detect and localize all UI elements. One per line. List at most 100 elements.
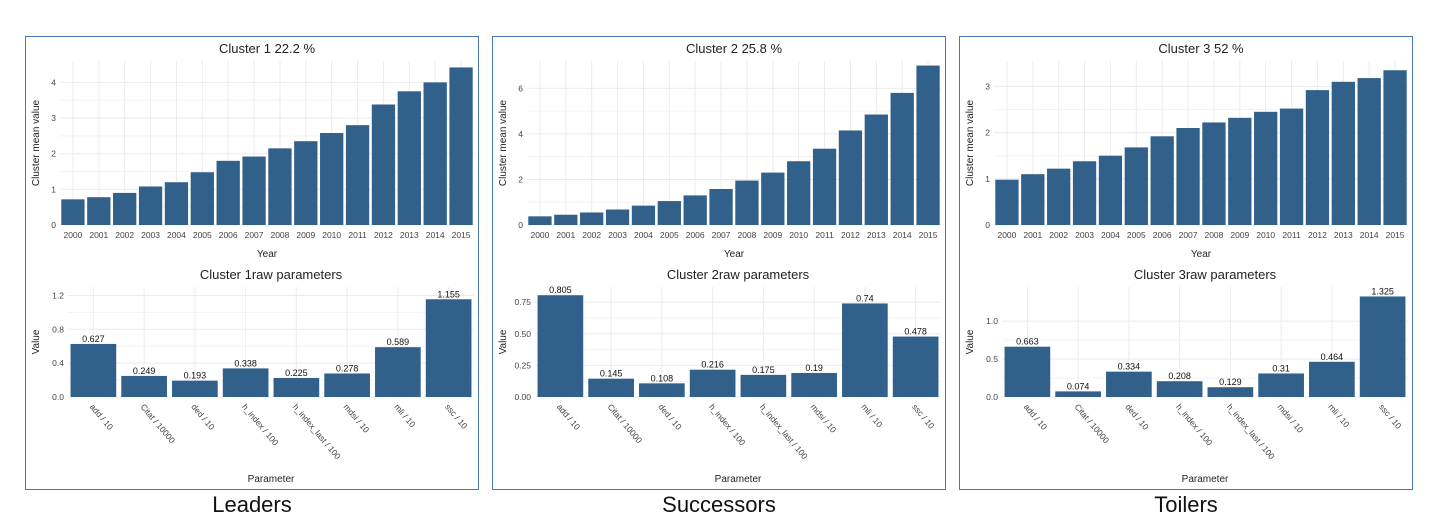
x-tick-label: 2002 bbox=[1049, 230, 1068, 240]
x-tick-label: 2007 bbox=[245, 230, 264, 240]
x-tick-label: mli / 10 bbox=[859, 402, 884, 430]
x-tick-label: 2013 bbox=[1334, 230, 1353, 240]
bar bbox=[1383, 70, 1407, 225]
bar bbox=[242, 156, 266, 225]
raw-parameters-chart: Cluster 1raw parameters 0.0 0.4 0.8 1.2 0.627… bbox=[31, 267, 474, 485]
yearly-mean-chart: Cluster 3 52 % 0 1 2 3 2000 2001 2002 2003 2004 20… bbox=[965, 41, 1408, 260]
x-tick-label: 2002 bbox=[582, 230, 601, 240]
x-tick-label: 2012 bbox=[374, 230, 393, 240]
x-tick-label: 2007 bbox=[1179, 230, 1198, 240]
bar bbox=[324, 373, 370, 397]
bar bbox=[1150, 136, 1174, 225]
y-axis-label: Value bbox=[31, 329, 42, 354]
bar bbox=[294, 141, 318, 225]
x-tick-label: 2009 bbox=[1230, 230, 1249, 240]
data-label: 0.175 bbox=[752, 365, 775, 375]
x-tick-label: 2006 bbox=[1153, 230, 1172, 240]
bar bbox=[890, 92, 914, 225]
data-label: 0.663 bbox=[1016, 337, 1039, 347]
y-tick-label: 1 bbox=[51, 184, 56, 194]
subplot-title: Cluster 1raw parameters bbox=[200, 267, 343, 282]
bar bbox=[735, 180, 759, 225]
raw-parameters-chart: Cluster 3raw parameters 0.0 0.5 1.0 0.663 0.0… bbox=[965, 267, 1408, 485]
x-tick-label: 2015 bbox=[1386, 230, 1405, 240]
yearly-mean-chart: Cluster 1 22.2 % 0 1 2 3 4 2000 2001 2002 2003 200… bbox=[31, 41, 474, 260]
x-tick-label: 2003 bbox=[608, 230, 627, 240]
bar bbox=[1228, 117, 1252, 225]
x-tick-label: ded / 10 bbox=[189, 402, 217, 432]
bar bbox=[1305, 90, 1330, 226]
x-tick-label: 2009 bbox=[763, 230, 782, 240]
bar bbox=[1055, 391, 1101, 397]
y-axis-label: Cluster mean value bbox=[498, 99, 509, 186]
x-tick-label: 2010 bbox=[322, 230, 341, 240]
x-tick-label: 2000 bbox=[997, 230, 1016, 240]
y-tick-label: 3 bbox=[51, 113, 56, 123]
data-label: 1.325 bbox=[1371, 286, 1394, 296]
x-tick-label: h_index_last / 100 bbox=[291, 402, 343, 461]
x-tick-label: 2015 bbox=[919, 230, 938, 240]
x-tick-label: add / 10 bbox=[88, 402, 116, 432]
bar bbox=[1176, 127, 1200, 225]
y-axis-label: Cluster mean value bbox=[965, 99, 976, 186]
bar bbox=[1156, 381, 1203, 397]
x-tick-label: 2010 bbox=[1256, 230, 1275, 240]
cluster-panel-1: Cluster 1 22.2 % 0 1 2 3 4 2000 2001 2002 2003 200… bbox=[25, 36, 479, 490]
bar bbox=[1331, 81, 1355, 225]
y-tick-label: 0 bbox=[985, 220, 990, 230]
x-tick-label: ssc / 10 bbox=[443, 402, 470, 431]
data-label: 0.225 bbox=[285, 368, 308, 378]
x-tick-label: 2004 bbox=[634, 230, 653, 240]
y-tick-label: 0.4 bbox=[52, 358, 64, 368]
bar bbox=[689, 369, 736, 397]
x-tick-label: h_index_last / 100 bbox=[758, 402, 810, 461]
x-tick-label: 2005 bbox=[660, 230, 679, 240]
bar bbox=[588, 378, 634, 397]
x-tick-label: 2006 bbox=[219, 230, 238, 240]
x-tick-label: 2008 bbox=[270, 230, 289, 240]
data-label: 0.334 bbox=[1118, 362, 1141, 372]
x-tick-label: 2012 bbox=[841, 230, 860, 240]
y-tick-label: 0.25 bbox=[514, 360, 531, 370]
y-axis-label: Value bbox=[965, 329, 976, 354]
y-tick-label: 1 bbox=[985, 174, 990, 184]
data-label: 0.129 bbox=[1219, 377, 1242, 387]
x-tick-label: ded / 10 bbox=[656, 402, 684, 432]
cluster-panel-2: Cluster 2 25.8 % 0 2 4 6 2000 2001 2002 2003 2004… bbox=[492, 36, 946, 490]
bar bbox=[528, 216, 552, 225]
x-tick-label: h_index / 100 bbox=[240, 402, 281, 448]
bar bbox=[580, 212, 604, 225]
x-tick-label: 2001 bbox=[89, 230, 108, 240]
bar bbox=[537, 295, 584, 397]
x-tick-label: 2002 bbox=[115, 230, 134, 240]
bar bbox=[320, 133, 344, 225]
x-tick-label: Citat / 10000 bbox=[139, 402, 178, 446]
data-label: 0.208 bbox=[1168, 371, 1191, 381]
x-tick-label: 2004 bbox=[1101, 230, 1120, 240]
x-tick-label: 2003 bbox=[141, 230, 160, 240]
bar bbox=[1258, 373, 1304, 397]
y-tick-label: 2 bbox=[985, 128, 990, 138]
bar bbox=[273, 377, 320, 397]
x-tick-label: mdsi / 10 bbox=[809, 402, 839, 435]
data-label: 0.278 bbox=[336, 363, 359, 373]
y-axis-label: Value bbox=[498, 329, 509, 354]
x-tick-label: 2008 bbox=[737, 230, 756, 240]
bar bbox=[1021, 174, 1045, 225]
raw-parameters-chart: Cluster 2raw parameters 0.00 0.25 0.50 0.75 0… bbox=[498, 267, 941, 485]
x-tick-label: mli / 10 bbox=[1326, 402, 1351, 430]
x-axis-label: Parameter bbox=[248, 474, 295, 485]
y-tick-label: 2 bbox=[518, 174, 523, 184]
bar bbox=[791, 372, 837, 397]
y-tick-label: 0.0 bbox=[52, 392, 64, 402]
x-tick-label: 2015 bbox=[452, 230, 471, 240]
bar bbox=[449, 67, 473, 225]
x-tick-label: 2003 bbox=[1075, 230, 1094, 240]
bar bbox=[375, 347, 421, 397]
x-tick-label: mdsi / 10 bbox=[1276, 402, 1306, 435]
bar bbox=[1202, 122, 1226, 225]
x-tick-label: 2000 bbox=[530, 230, 549, 240]
x-tick-label: 2010 bbox=[789, 230, 808, 240]
x-tick-label: add / 10 bbox=[555, 402, 583, 432]
x-tick-label: 2014 bbox=[893, 230, 912, 240]
